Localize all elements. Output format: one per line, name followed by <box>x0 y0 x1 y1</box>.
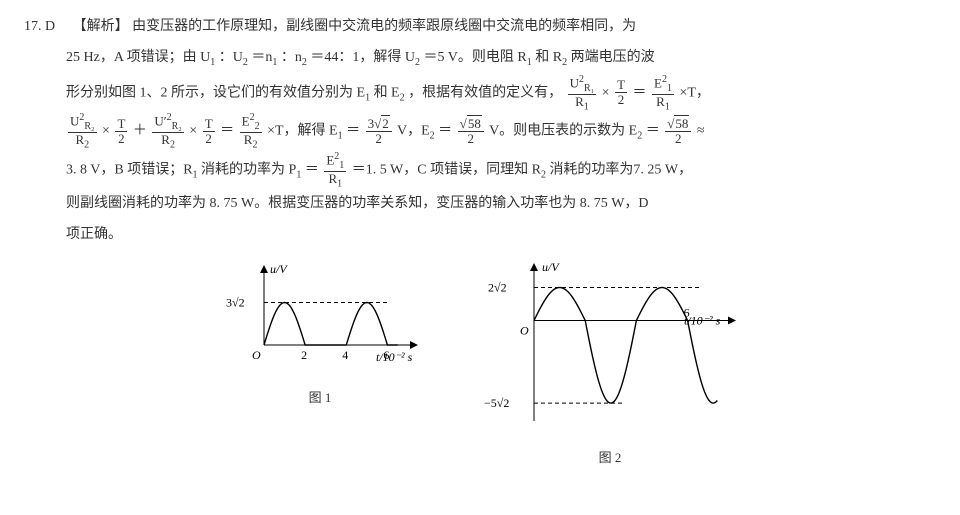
svg-text:4: 4 <box>342 348 348 362</box>
frac-root58-2a: 58 2 <box>458 117 484 147</box>
line3: 形分别如图 1、2 所示，设它们的有效值分别为 E1 和 E2 ，根据有效值的定… <box>24 74 936 113</box>
frac-3root2-2: 32 2 <box>366 117 392 147</box>
line5: 3. 8 V，B 项错误；R1 消耗的功率为 P1 ＝ E21 R1 ＝1. 5… <box>24 151 936 190</box>
figure-2-caption: 图 2 <box>480 444 740 473</box>
frac-UR2-R2: U2R₂ R2 <box>68 112 97 151</box>
svg-text:O: O <box>252 348 261 362</box>
frac-T-2b: T2 <box>115 117 127 147</box>
figure-2: u/Vt/10⁻² s6O2√2−5√2 图 2 <box>480 259 740 472</box>
figure-1: u/V t/10⁻² s 3√2 O 2 4 6 图 1 <box>220 259 420 472</box>
svg-text:O: O <box>520 323 529 337</box>
frac-Uprime-R2: U′2R₂ R2 <box>152 112 183 151</box>
figure-2-svg: u/Vt/10⁻² s6O2√2−5√2 <box>480 259 740 429</box>
frac-E1sq-R1: E21 R1 <box>652 74 674 113</box>
analysis-label: 【解析】 <box>73 19 129 34</box>
line6: 则副线圈消耗的功率为 8. 75 W。根据变压器的功率关系知，变压器的输入功率也… <box>24 189 936 220</box>
line2: 25 Hz，A 项错误；由 U1 ：U2 ＝n1 ：n2 ＝44：1，解得 U2… <box>24 43 936 74</box>
figures-row: u/Vt/10⁻² s3√2O246 图 1 u/Vt/10⁻² s6O2√2−… <box>24 259 936 472</box>
frac-T-2a: T2 <box>615 78 627 108</box>
figure-1-caption: 图 1 <box>220 384 420 413</box>
figure-1-svg: u/V t/10⁻² s 3√2 O 2 4 6 <box>220 259 420 369</box>
svg-text:2√2: 2√2 <box>488 280 507 294</box>
frac-UR1-R1: U2R₁ R1 <box>568 74 597 113</box>
question-number: 17. D <box>24 19 69 34</box>
svg-text:u/V: u/V <box>542 260 560 274</box>
line7: 项正确。 <box>24 220 936 251</box>
svg-text:6: 6 <box>684 305 690 319</box>
frac-T-2c: T2 <box>203 117 215 147</box>
frac-E1sq-R1b: E21 R1 <box>324 151 346 190</box>
line1a: 由变压器的工作原理知，副线圈中交流电的频率跟原线圈中交流电的频率相同，为 <box>132 19 636 34</box>
svg-text:t/10⁻² s: t/10⁻² s <box>376 350 413 364</box>
svg-text:u/V: u/V <box>270 262 288 276</box>
frac-E2sq-R2: E22 R2 <box>240 112 262 151</box>
frac-root58-2b: 58 2 <box>665 117 691 147</box>
svg-text:2: 2 <box>301 348 307 362</box>
svg-text:3√2: 3√2 <box>226 295 245 309</box>
svg-text:6: 6 <box>383 348 389 362</box>
svg-text:−5√2: −5√2 <box>484 396 509 410</box>
line4: U2R₂ R2 × T2 ＋ U′2R₂ R2 × T2 ＝ E22 R2 ×T… <box>24 112 936 151</box>
solution-paragraph: 17. D 【解析】 由变压器的工作原理知，副线圈中交流电的频率跟原线圈中交流电… <box>24 12 936 43</box>
